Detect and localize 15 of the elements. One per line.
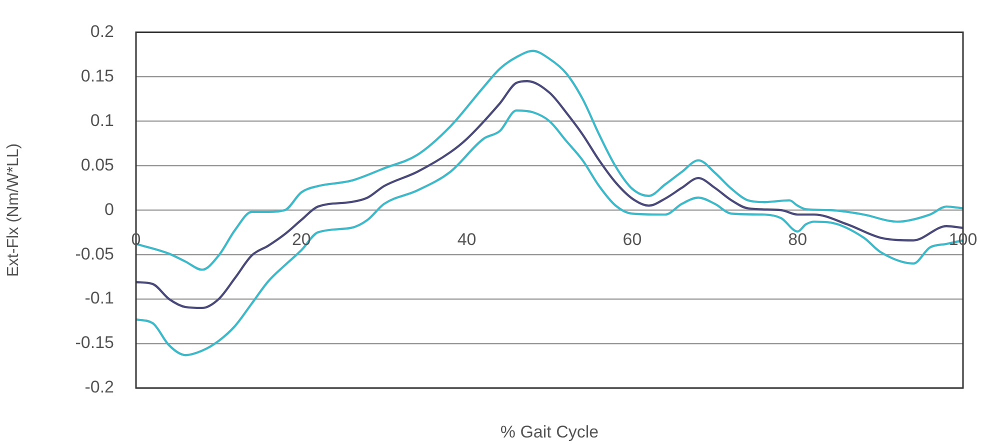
y-tick-label: -0.05 bbox=[75, 244, 114, 264]
y-tick-label: -0.1 bbox=[84, 288, 114, 308]
y-tick-label: -0.2 bbox=[84, 378, 114, 397]
x-tick-label: 20 bbox=[292, 230, 311, 249]
y-tick-label: 0.1 bbox=[90, 110, 114, 130]
x-tick-label: 80 bbox=[788, 230, 808, 249]
y-tick-label: 0.15 bbox=[80, 66, 114, 86]
y-tick-label: 0 bbox=[104, 200, 114, 219]
y-axis-title: Ext-Flx (Nm/W*LL) bbox=[5, 143, 22, 277]
y-tick-label: -0.15 bbox=[75, 333, 114, 352]
x-tick-label: 40 bbox=[457, 230, 476, 249]
y-tick-label: 0.2 bbox=[90, 22, 114, 41]
x-tick-label: 60 bbox=[622, 230, 642, 249]
x-axis-title: % Gait Cycle bbox=[500, 422, 599, 442]
y-tick-label: 0.05 bbox=[80, 155, 114, 174]
